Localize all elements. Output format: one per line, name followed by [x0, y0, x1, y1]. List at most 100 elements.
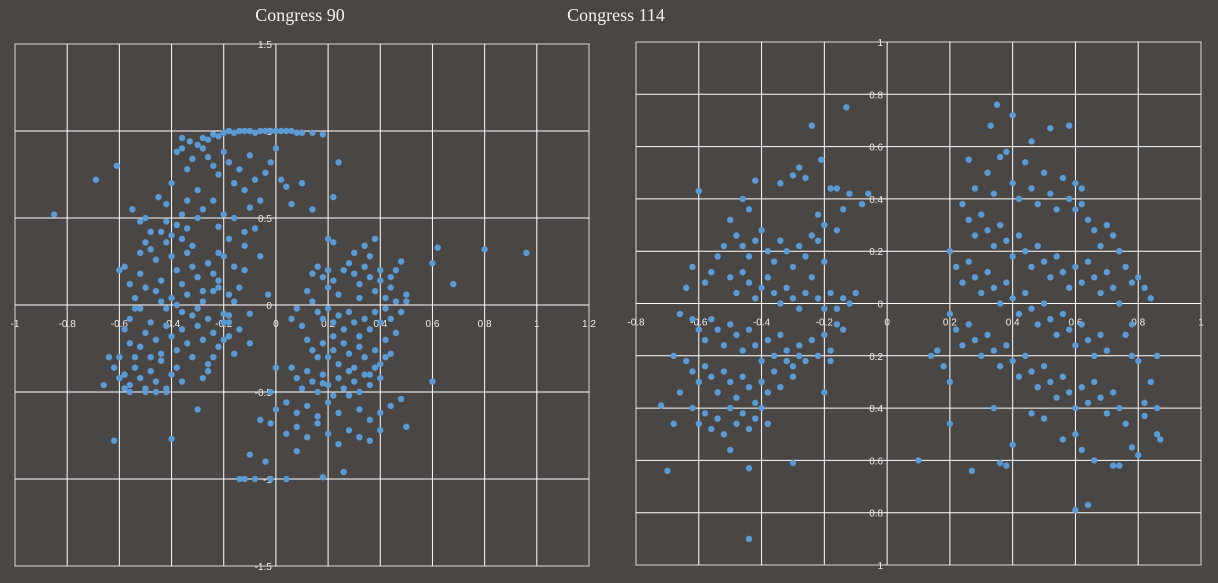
scatter-point: [1028, 368, 1035, 375]
scatter-point: [1084, 336, 1092, 344]
scatter-point: [714, 389, 721, 396]
scatter-point: [1156, 436, 1164, 443]
scatter-point: [225, 319, 233, 326]
scatter-point: [298, 322, 306, 330]
scatter-point: [152, 287, 160, 295]
scatter-point: [215, 171, 222, 178]
scatter-point: [142, 239, 149, 246]
scatter-point: [204, 136, 212, 143]
scatter-point: [839, 206, 847, 213]
scatter-point: [152, 388, 160, 396]
scatter-point: [350, 378, 358, 385]
scatter-point: [993, 101, 1001, 108]
scatter-point: [752, 399, 759, 407]
scatter-point: [314, 308, 321, 316]
scatter-point: [257, 416, 264, 424]
chart-panel-congress-90: Congress 90 -1-0.8-0.6-0.4-0.200.20.40.6…: [0, 0, 600, 583]
scatter-point: [745, 253, 753, 260]
scatter-point: [683, 284, 690, 292]
y-tick-label: 1.5: [258, 40, 272, 51]
scatter-point: [142, 329, 149, 337]
scatter-point: [199, 206, 207, 213]
scatter-point: [821, 305, 828, 312]
scatter-point: [215, 223, 222, 230]
scatter-point: [1135, 274, 1142, 281]
scatter-point: [392, 329, 400, 337]
scatter-point: [764, 420, 772, 427]
scatter-point: [808, 122, 815, 129]
y-tick-label: -1: [263, 475, 272, 486]
scatter-point: [987, 122, 994, 129]
scatter-point: [1047, 378, 1054, 386]
scatter-point: [1135, 357, 1142, 365]
scatter-point: [1153, 404, 1161, 412]
scatter-point: [288, 200, 295, 208]
scatter-point: [808, 336, 815, 344]
scatter-point: [821, 389, 828, 396]
scatter-point: [934, 347, 941, 354]
scatter-point: [382, 294, 389, 302]
scatter-point: [361, 263, 368, 270]
y-tick-label: 0.8: [869, 90, 883, 101]
scatter-point: [298, 180, 306, 187]
scatter-point: [689, 368, 696, 375]
scatter-point: [1153, 352, 1161, 359]
scatter-point: [733, 420, 740, 427]
scatter-point: [304, 402, 311, 410]
scatter-point: [210, 131, 217, 138]
y-tick-label: -0.5: [255, 388, 273, 399]
scatter-point: [220, 211, 227, 218]
scatter-point: [324, 305, 332, 312]
scatter-point: [978, 289, 985, 297]
scatter-point: [708, 373, 715, 380]
scatter-point: [230, 129, 238, 136]
scatter-point: [236, 475, 243, 483]
scatter-point: [1047, 315, 1054, 323]
scatter-point: [1028, 138, 1035, 145]
scatter-point: [708, 268, 715, 276]
scatter-point: [387, 350, 394, 357]
scatter-point: [758, 378, 765, 386]
scatter-point: [340, 340, 347, 347]
scatter-point: [745, 206, 753, 213]
scatter-point: [726, 446, 734, 454]
scatter-point: [126, 340, 133, 347]
scatter-point: [131, 364, 139, 371]
x-tick-label: -1: [11, 319, 20, 330]
scatter-point: [178, 235, 186, 243]
scatter-point: [163, 388, 170, 396]
scatter-point: [335, 360, 342, 368]
scatter-point: [758, 357, 765, 365]
scatter-point: [330, 193, 337, 201]
scatter-point: [1084, 216, 1092, 224]
scatter-point: [319, 273, 327, 281]
scatter-point: [764, 248, 772, 255]
scatter-point: [288, 315, 295, 323]
scatter-point: [695, 187, 702, 195]
scatter-point: [783, 284, 790, 292]
scatter-point: [657, 402, 665, 409]
scatter-point: [990, 284, 998, 292]
scatter-point: [676, 310, 684, 318]
scatter-point: [689, 404, 696, 412]
scatter-point: [789, 363, 797, 370]
scatter-point: [1128, 352, 1136, 359]
scatter-point: [288, 127, 295, 135]
scatter-point: [429, 378, 436, 385]
scatter-point: [194, 273, 201, 281]
scatter-point: [131, 354, 139, 361]
scatter-point: [137, 305, 144, 312]
scatter-point: [1122, 263, 1129, 271]
scatter-point: [965, 156, 972, 163]
x-tick-label: -0.2: [816, 318, 834, 329]
scatter-point: [1078, 200, 1085, 208]
y-tick-label: 0.6: [869, 456, 883, 467]
scatter-point: [345, 308, 353, 316]
scatter-point: [971, 336, 979, 344]
scatter-point: [137, 270, 144, 277]
scatter-point: [968, 467, 976, 475]
scatter-point: [168, 253, 175, 260]
scatter-point: [163, 239, 170, 246]
scatter-point: [356, 388, 363, 396]
scatter-point: [210, 287, 217, 295]
